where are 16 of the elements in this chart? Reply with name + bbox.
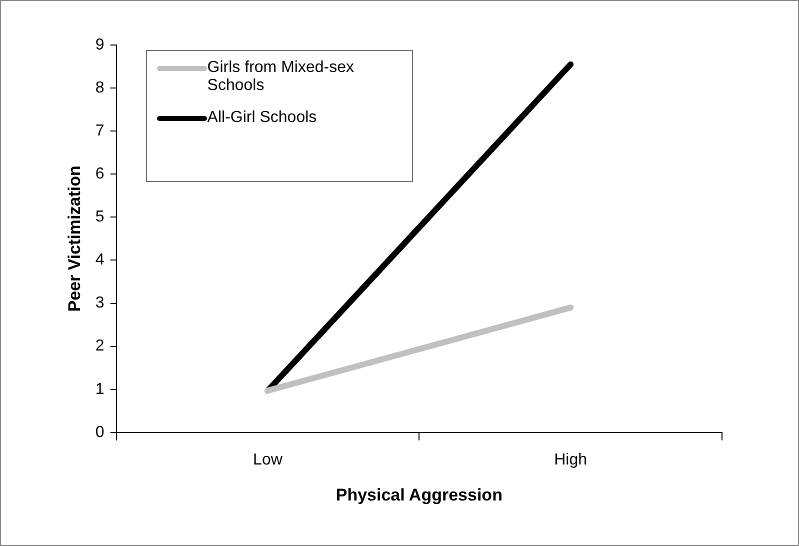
y-tick-label: 2 xyxy=(95,338,104,355)
y-tick-label: 4 xyxy=(95,252,104,269)
y-tick-label: 9 xyxy=(95,36,104,54)
y-tick-label: 7 xyxy=(95,122,104,140)
x-tick-label: Low xyxy=(253,451,283,468)
y-tick-label: 1 xyxy=(95,380,104,398)
legend-label: All-Girl Schools xyxy=(207,109,317,127)
y-tick-label: 8 xyxy=(95,79,104,96)
y-tick-label: 5 xyxy=(95,208,104,226)
y-tick-label: 6 xyxy=(95,166,104,183)
y-axis-title: Peer Victimization xyxy=(64,166,84,312)
y-tick-label: 0 xyxy=(95,424,104,441)
x-tick-label: High xyxy=(554,451,588,468)
x-axis-title: Physical Aggression xyxy=(336,485,502,504)
y-tick-label: 3 xyxy=(95,294,104,312)
legend-label: Girls from Mixed-sex Schools xyxy=(207,59,355,95)
